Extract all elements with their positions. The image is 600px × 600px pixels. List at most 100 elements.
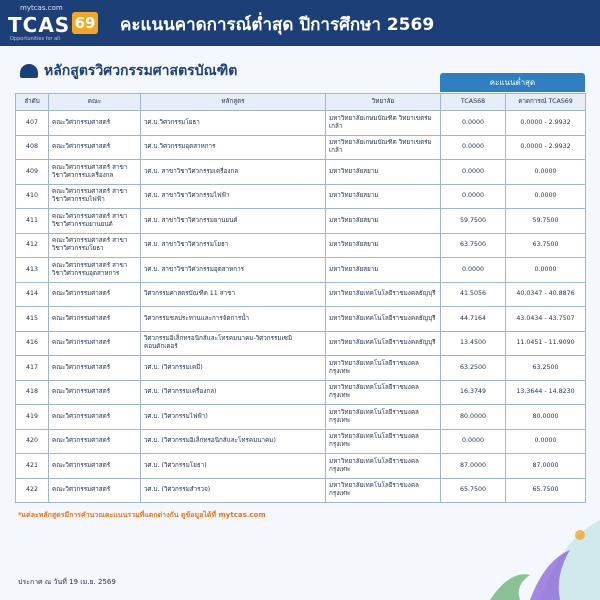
table-cell: มหาวิทยาลัยเทคโนโลยีราชมงคลกรุงเทพ — [325, 428, 441, 454]
table-cell: 413 — [15, 257, 49, 283]
table-cell: มหาวิทยาลัยสยาม — [325, 159, 441, 185]
table-cell: 13.4500 — [440, 330, 506, 356]
table-cell: 411 — [15, 208, 49, 234]
table-cell: 419 — [15, 404, 49, 430]
table-cell: วศ.บ. (วิศวกรรมไฟฟ้า) — [140, 404, 326, 430]
table-cell: 40.0347 - 40.8876 — [505, 281, 586, 307]
table-row: 422 คณะวิศวกรรมศาสตร์ วศ.บ. (วิศวกรรมสำรวจ… — [15, 477, 586, 503]
table-row: 418 คณะวิศวกรรมศาสตร์ วศ.บ. (วิศวกรรมเครื่… — [15, 379, 586, 405]
column-header: คาดการณ์ TCAS69 — [505, 93, 586, 111]
table-cell: มหาวิทยาลัยเกษมบัณฑิต วิทยาเขตร่มเกล้า — [325, 134, 441, 160]
table-cell: วิศวกรรมชลประทานและการจัดการน้ำ — [140, 306, 326, 332]
decoration — [490, 520, 600, 600]
table-cell: 421 — [15, 453, 49, 479]
score-table: ลำดับ คณะ หลักสูตร วิทยาลัย TCAS68 คาดการณ์ T… — [15, 93, 586, 503]
table-cell: 44.7164 — [440, 306, 506, 332]
table-cell: 412 — [15, 232, 49, 258]
table-cell: วศ.บ. (วิศวกรรมเครื่องกล) — [140, 379, 326, 405]
table-cell: คณะวิศวกรรมศาสตร์ สาขาวิชาวิศวกรรมยานยนต… — [48, 208, 141, 234]
table-row: 408 คณะวิศวกรรมศาสตร์ วศ.บ.วิศวกรรมอุตสาหก… — [15, 134, 586, 160]
table-cell: คณะวิศวกรรมศาสตร์ — [48, 110, 141, 136]
header-bar: mytcas.com TCAS 69 Opportunities for all… — [0, 0, 600, 46]
table-row: 417 คณะวิศวกรรมศาสตร์ วศ.บ. (วิศวกรรมเคมี)… — [15, 355, 586, 381]
table-row: 412 คณะวิศวกรรมศาสตร์ สาขาวิชาวิศวกรรมโยธ… — [15, 232, 586, 258]
table-cell: วศ.บ. (วิศวกรรมสำรวจ) — [140, 477, 326, 503]
table-cell: วศ.บ. (วิศวกรรมอิเล็กทรอนิกส์และโทรคมนาค… — [140, 428, 326, 454]
table-cell: 420 — [15, 428, 49, 454]
table-cell: 80.0000 — [440, 404, 506, 430]
page-title: คะแนนคาดการณ์ต่ำสุด ปีการศึกษา 2569 — [120, 15, 435, 35]
table-cell: วศ.บ. สาขาวิชาวิศวกรรมอุตสาหการ — [140, 257, 326, 283]
table-cell: 87.0000 — [505, 453, 586, 479]
table-cell: วศ.บ. สาขาวิชาวิศวกรรมเครื่องกล — [140, 159, 326, 185]
table-cell: 417 — [15, 355, 49, 381]
table-cell: 0.0000 - 2.9932 — [505, 110, 586, 136]
announce-date: ประกาศ ณ วันที่ 19 เม.ย. 2569 — [18, 578, 116, 586]
table-row: 413 คณะวิศวกรรมศาสตร์ สาขาวิชาวิศวกรรมอุต… — [15, 257, 586, 283]
table-cell: คณะวิศวกรรมศาสตร์ — [48, 477, 141, 503]
table-cell: มหาวิทยาลัยสยาม — [325, 183, 441, 209]
table-cell: 43.0434 - 43.7507 — [505, 306, 586, 332]
table-cell: มหาวิทยาลัยสยาม — [325, 257, 441, 283]
logo[interactable]: mytcas.com TCAS 69 Opportunities for all — [6, 4, 102, 42]
table-cell: 13.3644 - 14.8230 — [505, 379, 586, 405]
table-cell: 418 — [15, 379, 49, 405]
table-cell: 87.0000 — [440, 453, 506, 479]
column-header: ลำดับ — [15, 93, 49, 111]
table-cell: 41.5056 — [440, 281, 506, 307]
section-heading: หลักสูตรวิศวกรรมศาสตรบัณฑิต — [20, 60, 237, 82]
table-cell: 422 — [15, 477, 49, 503]
table-row: 421 คณะวิศวกรรมศาสตร์ วศ.บ. (วิศวกรรมโยธา)… — [15, 453, 586, 479]
section-title: หลักสูตรวิศวกรรมศาสตรบัณฑิต — [44, 63, 238, 79]
table-cell: 59.7500 — [505, 208, 586, 234]
table-cell: 408 — [15, 134, 49, 160]
table-row: 411 คณะวิศวกรรมศาสตร์ สาขาวิชาวิศวกรรมยาน… — [15, 208, 586, 234]
table-cell: คณะวิศวกรรมศาสตร์ — [48, 379, 141, 405]
table-cell: 59.7500 — [440, 208, 506, 234]
column-header: หลักสูตร — [140, 93, 326, 111]
table-row: 416 คณะวิศวกรรมศาสตร์ วิศวกรรมอิเล็กทรอนิก… — [15, 330, 586, 356]
table-cell: 63.2500 — [440, 355, 506, 381]
table-cell: 65.7500 — [440, 477, 506, 503]
table-cell: มหาวิทยาลัยสยาม — [325, 232, 441, 258]
table-cell: วิศวกรรมอิเล็กทรอนิกส์และโทรคมนาคม-วิศวก… — [140, 330, 326, 356]
table-cell: วศ.บ. สาขาวิชาวิศวกรรมโยธา — [140, 232, 326, 258]
column-header: คณะ — [48, 93, 141, 111]
table-cell: 0.0000 — [440, 134, 506, 160]
table-cell: คณะวิศวกรรมศาสตร์ — [48, 306, 141, 332]
table-cell: คณะวิศวกรรมศาสตร์ สาขาวิชาวิศวกรรมไฟฟ้า — [48, 183, 141, 209]
column-header: TCAS68 — [440, 93, 506, 111]
table-cell: คณะวิศวกรรมศาสตร์ สาขาวิชาวิศวกรรมโยธา — [48, 232, 141, 258]
table-cell: มหาวิทยาลัยเทคโนโลยีราชมงคลกรุงเทพ — [325, 355, 441, 381]
table-cell: มหาวิทยาลัยเทคโนโลยีราชมงคลกรุงเทพ — [325, 453, 441, 479]
table-row: 414 คณะวิศวกรรมศาสตร์ วิศวกรรมศาสตรบัณฑิต … — [15, 281, 586, 307]
table-cell: 407 — [15, 110, 49, 136]
table-cell: 416 — [15, 330, 49, 356]
table-cell: คณะวิศวกรรมศาสตร์ — [48, 134, 141, 160]
logo-text: TCAS — [8, 13, 71, 37]
table-row: 409 คณะวิศวกรรมศาสตร์ สาขาวิชาวิศวกรรมเคร… — [15, 159, 586, 185]
table-row: 420 คณะวิศวกรรมศาสตร์ วศ.บ. (วิศวกรรมอิเล็… — [15, 428, 586, 454]
table-cell: 0.0000 — [440, 110, 506, 136]
logo-tagline: Opportunities for all — [10, 36, 61, 42]
table-cell: วศ.บ. (วิศวกรรมโยธา) — [140, 453, 326, 479]
table-cell: 0.0000 — [440, 257, 506, 283]
table-cell: 65.7500 — [505, 477, 586, 503]
table-cell: วศ.บ. (วิศวกรรมเคมี) — [140, 355, 326, 381]
table-cell: 0.0000 — [505, 183, 586, 209]
table-cell: คณะวิศวกรรมศาสตร์ สาขาวิชาวิศวกรรมอุตสาห… — [48, 257, 141, 283]
table-cell: คณะวิศวกรรมศาสตร์ สาขาวิชาวิศวกรรมเครื่อ… — [48, 159, 141, 185]
table-row: 407 คณะวิศวกรรมศาสตร์ วศ.บ.วิศวกรรมโยธา มหา… — [15, 110, 586, 136]
table-cell: คณะวิศวกรรมศาสตร์ — [48, 453, 141, 479]
column-header: วิทยาลัย — [325, 93, 441, 111]
header-row: ลำดับ คณะ หลักสูตร วิทยาลัย TCAS68 คาดการณ์ T… — [15, 93, 586, 111]
table-cell: คณะวิศวกรรมศาสตร์ — [48, 355, 141, 381]
table-cell: 0.0000 — [440, 183, 506, 209]
table-cell: มหาวิทยาลัยเทคโนโลยีราชมงคลกรุงเทพ — [325, 477, 441, 503]
table-cell: 63.7500 — [505, 232, 586, 258]
table-cell: วศ.บ.วิศวกรรมโยธา — [140, 110, 326, 136]
table-row: 419 คณะวิศวกรรมศาสตร์ วศ.บ. (วิศวกรรมไฟฟ้า… — [15, 404, 586, 430]
table-cell: คณะวิศวกรรมศาสตร์ — [48, 330, 141, 356]
table-cell: วิศวกรรมศาสตรบัณฑิต 11 สาขา — [140, 281, 326, 307]
